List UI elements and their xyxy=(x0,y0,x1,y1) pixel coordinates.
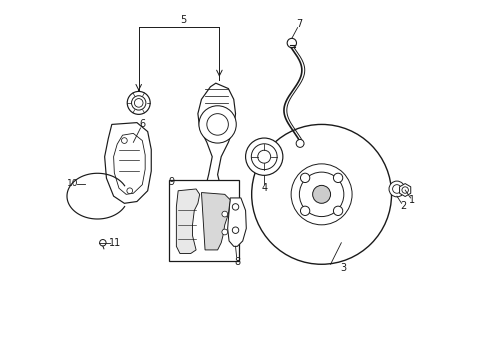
Text: 4: 4 xyxy=(261,183,267,193)
Circle shape xyxy=(222,211,227,217)
Circle shape xyxy=(333,173,342,183)
Circle shape xyxy=(206,114,228,135)
Bar xyxy=(215,196,223,207)
Circle shape xyxy=(312,185,330,203)
Circle shape xyxy=(251,125,391,264)
Circle shape xyxy=(251,144,277,170)
Circle shape xyxy=(296,139,304,147)
Polygon shape xyxy=(227,198,246,246)
Polygon shape xyxy=(201,193,230,250)
Text: 2: 2 xyxy=(399,201,406,211)
Text: 10: 10 xyxy=(67,179,79,188)
Polygon shape xyxy=(113,134,145,194)
Bar xyxy=(169,180,239,261)
Circle shape xyxy=(199,106,236,143)
Text: 5: 5 xyxy=(180,15,186,25)
Text: 11: 11 xyxy=(108,238,121,248)
Circle shape xyxy=(126,188,132,194)
Circle shape xyxy=(134,99,142,107)
Text: 9: 9 xyxy=(167,177,174,187)
Circle shape xyxy=(333,206,342,216)
Circle shape xyxy=(290,164,351,225)
Polygon shape xyxy=(399,184,410,197)
Polygon shape xyxy=(176,189,199,253)
Circle shape xyxy=(100,239,106,246)
Polygon shape xyxy=(104,123,151,203)
Circle shape xyxy=(121,138,127,143)
Circle shape xyxy=(388,181,404,197)
Circle shape xyxy=(401,187,407,193)
Circle shape xyxy=(232,204,238,210)
Circle shape xyxy=(257,150,270,163)
Circle shape xyxy=(300,206,309,216)
Circle shape xyxy=(245,138,282,175)
Text: 1: 1 xyxy=(408,195,414,206)
Circle shape xyxy=(392,185,400,193)
Text: 6: 6 xyxy=(139,120,145,129)
Text: 7: 7 xyxy=(295,19,302,29)
Circle shape xyxy=(300,173,309,183)
Circle shape xyxy=(127,91,150,114)
Circle shape xyxy=(286,39,296,48)
Circle shape xyxy=(222,229,227,235)
Polygon shape xyxy=(198,83,235,205)
Circle shape xyxy=(232,227,238,233)
Text: 3: 3 xyxy=(339,263,346,273)
Text: 8: 8 xyxy=(234,257,240,267)
Bar xyxy=(204,196,212,207)
Circle shape xyxy=(131,96,145,110)
Circle shape xyxy=(299,172,343,217)
